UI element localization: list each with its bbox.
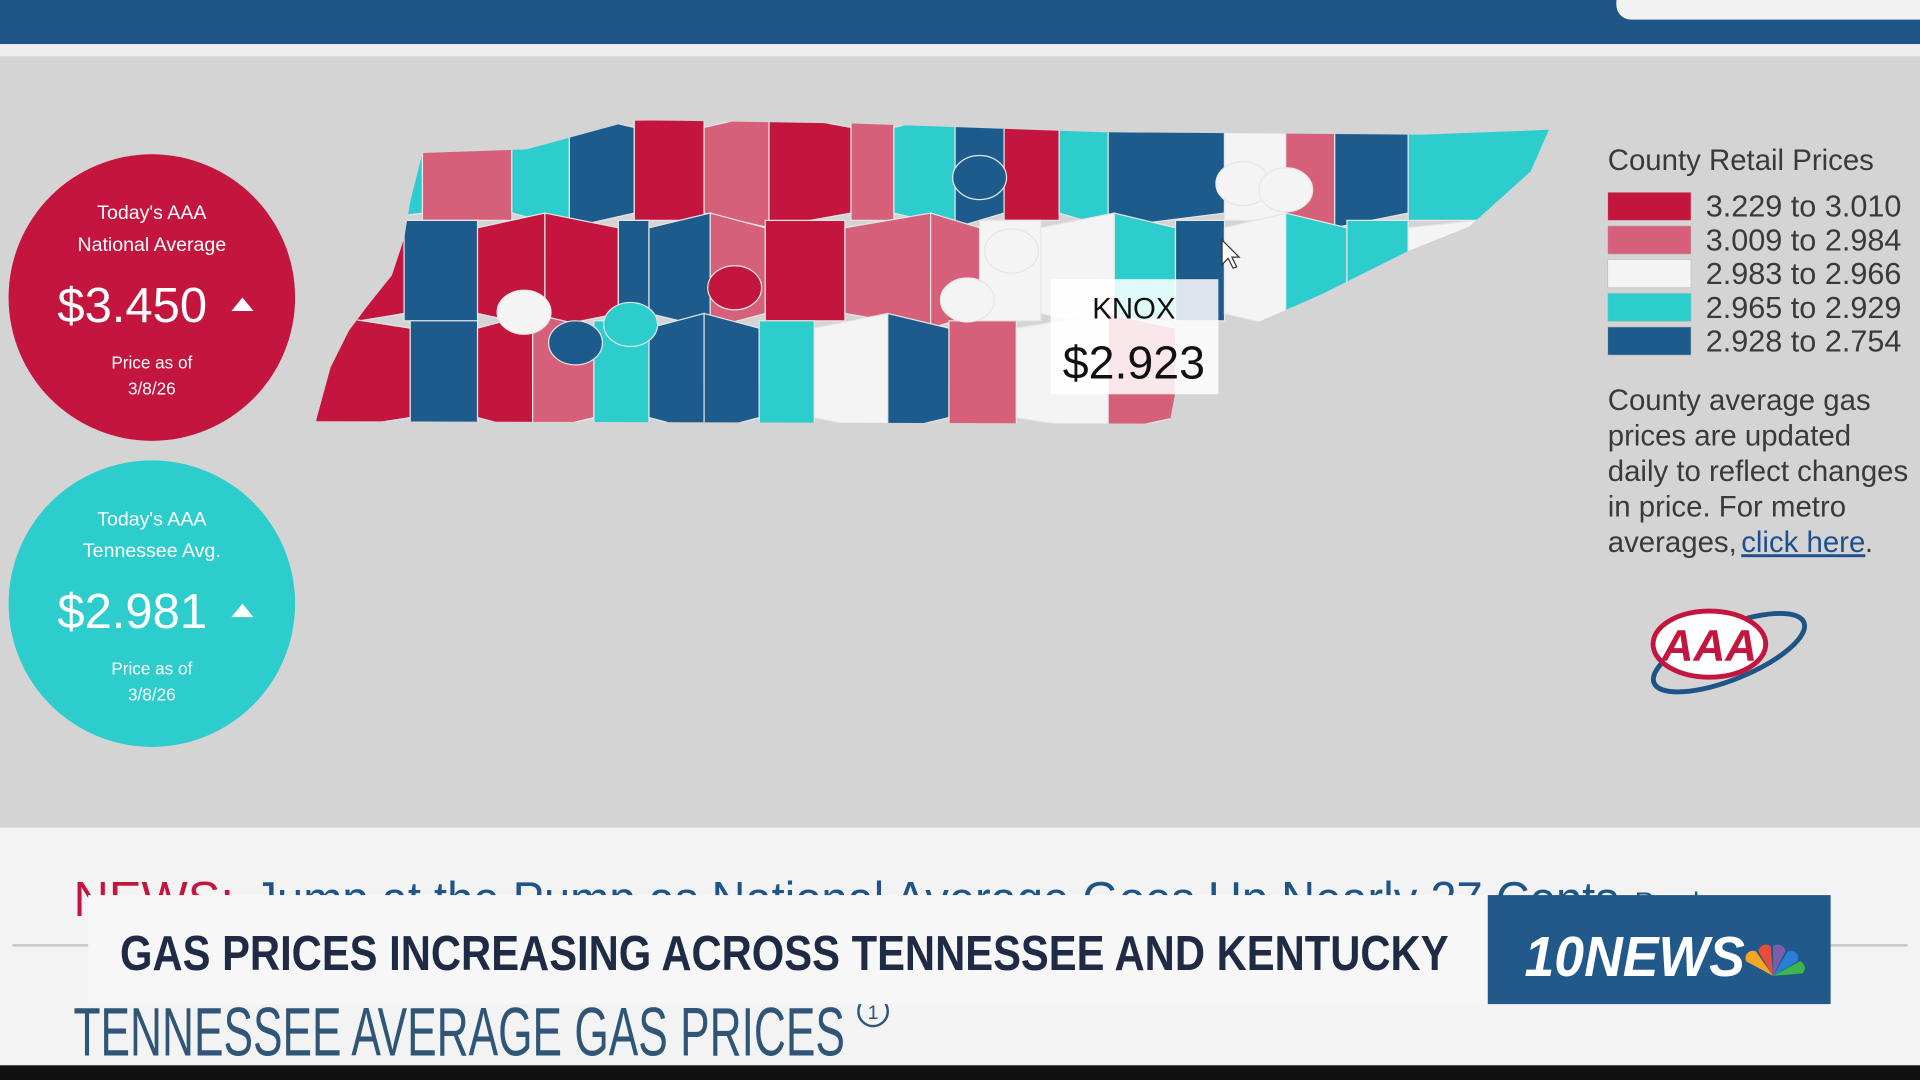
search-box[interactable] [1616, 0, 1920, 20]
county[interactable] [703, 113, 770, 229]
tennessee-circle [8, 460, 296, 747]
tooltip-county: KNOX [1092, 292, 1175, 325]
county[interactable] [603, 301, 659, 348]
lower-third [88, 895, 1488, 1005]
county[interactable] [939, 277, 995, 323]
county[interactable] [1003, 120, 1060, 222]
county[interactable] [409, 320, 479, 425]
bottom-bar [0, 1065, 1920, 1080]
legend-swatch [1607, 292, 1692, 322]
tooltip-price: $2.923 [1063, 336, 1205, 388]
county[interactable] [633, 120, 705, 222]
tooltip-box [1050, 279, 1219, 395]
national-price: $3.450 [57, 279, 207, 333]
county[interactable] [1223, 212, 1287, 329]
county[interactable] [403, 219, 479, 322]
county[interactable] [768, 113, 852, 229]
legend-label: 2.928 to 2.754 [1706, 324, 1902, 358]
description-suffix: . [1865, 526, 1873, 559]
national-label: Today's AAA [97, 202, 207, 224]
national-date-label: Price as of [111, 353, 192, 373]
legend-title: County Retail Prices [1608, 144, 1874, 177]
county[interactable] [893, 113, 956, 229]
national-circle [8, 154, 296, 441]
legend-swatch [1607, 326, 1692, 356]
county[interactable] [983, 228, 1039, 274]
national-average: Today's AAA National Average $3.450 Pric… [8, 154, 296, 441]
description-line: County average gas [1608, 384, 1871, 417]
legend-label: 3.009 to 2.984 [1706, 223, 1902, 257]
county[interactable] [1258, 167, 1314, 213]
map-tooltip: KNOX $2.923 [1050, 279, 1219, 395]
top-strip [0, 44, 1920, 57]
top-bar [0, 0, 1920, 45]
county[interactable] [758, 320, 815, 425]
county[interactable] [764, 219, 846, 322]
aaa-logo: AAA [1650, 608, 1808, 695]
click-here-link[interactable]: click here [1741, 526, 1865, 559]
tennessee-date: 3/8/26 [128, 684, 176, 704]
county[interactable] [703, 312, 760, 432]
county[interactable] [496, 289, 552, 335]
legend-label: 2.965 to 2.929 [1706, 291, 1902, 325]
mouse-cursor [1221, 238, 1241, 269]
tennessee-label: Tennessee Avg. [83, 540, 221, 562]
lower-third-headline: GAS PRICES INCREASING ACROSS TENNESSEE A… [120, 927, 1449, 981]
description-line: in price. For metro [1608, 491, 1846, 524]
national-date: 3/8/26 [128, 378, 176, 398]
legend-swatch [1607, 191, 1692, 221]
logo-text: AAA [1661, 622, 1758, 671]
description: County average gas prices are updated da… [1608, 384, 1908, 559]
county[interactable] [850, 120, 895, 222]
tennessee-date-label: Price as of [111, 659, 192, 679]
county[interactable] [952, 154, 1008, 201]
tennessee-price: $2.981 [57, 585, 207, 639]
description-line: averages, [1608, 526, 1737, 559]
description-line: daily to reflect changes [1608, 455, 1908, 488]
tennessee-label: Today's AAA [97, 508, 207, 530]
county[interactable] [948, 320, 1017, 425]
county[interactable] [813, 312, 889, 432]
tennessee-average: Today's AAA Tennessee Avg. $2.981 Price … [8, 460, 296, 747]
section-heading: TENNESSEE AVERAGE GAS PRICES [73, 994, 844, 1071]
legend: County Retail Prices 3.229 to 3.0103.009… [1607, 144, 1902, 358]
county[interactable] [844, 212, 932, 329]
up-arrow [231, 603, 254, 618]
county[interactable] [648, 212, 711, 329]
county[interactable] [547, 320, 604, 366]
county[interactable] [544, 212, 619, 329]
national-label: National Average [77, 234, 226, 256]
up-arrow [231, 297, 254, 312]
legend-label: 2.983 to 2.966 [1706, 257, 1902, 291]
station-logo: 10NEWS [1524, 925, 1744, 988]
county[interactable] [648, 312, 705, 432]
county[interactable] [707, 265, 763, 311]
description-line: prices are updated [1608, 420, 1851, 453]
legend-swatch [1607, 259, 1692, 289]
footnote-marker: 1 [868, 1002, 879, 1024]
legend-label: 3.229 to 3.010 [1706, 190, 1902, 224]
peacock-icon [1745, 944, 1805, 976]
legend-swatch [1607, 225, 1692, 255]
logo-oval [1650, 608, 1769, 680]
county[interactable] [887, 312, 950, 432]
